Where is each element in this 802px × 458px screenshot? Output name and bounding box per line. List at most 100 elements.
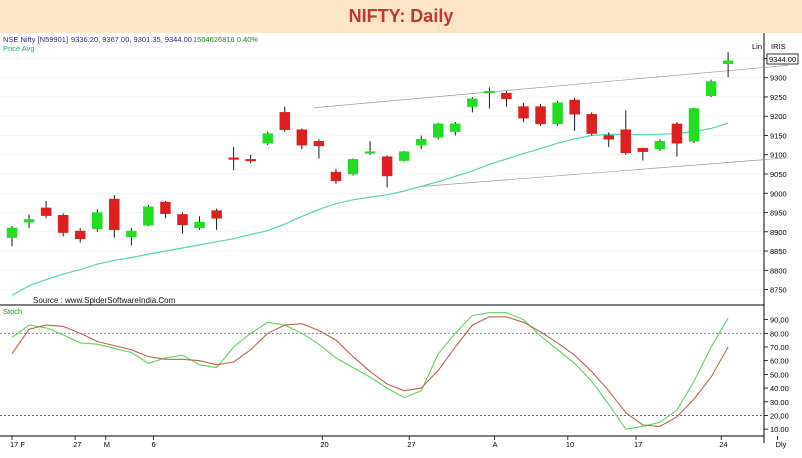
candle bbox=[722, 51, 734, 78]
x-tick-label: 17 F bbox=[10, 440, 25, 449]
candle bbox=[586, 112, 597, 136]
x-tick-label: 27 bbox=[407, 440, 415, 449]
candle bbox=[433, 122, 444, 140]
candle-body bbox=[620, 129, 632, 154]
candle-body bbox=[40, 207, 52, 216]
candle-body bbox=[92, 212, 103, 229]
candle bbox=[126, 227, 137, 246]
x-tick-label: 10 bbox=[566, 440, 574, 449]
stoch-tick-label: 90.00 bbox=[770, 316, 789, 325]
candle bbox=[501, 91, 512, 107]
candle bbox=[603, 132, 614, 148]
candle bbox=[279, 106, 291, 132]
candle bbox=[654, 139, 666, 151]
candle bbox=[92, 209, 103, 232]
ohlc-values: 9336.20, 9367.00, 9301.35, 9344.00 bbox=[71, 35, 192, 44]
x-tick-label: 6 bbox=[152, 440, 156, 449]
candle bbox=[620, 110, 632, 155]
candle-body bbox=[364, 151, 376, 154]
candle-body bbox=[245, 159, 256, 162]
candle bbox=[637, 147, 649, 161]
candle-body bbox=[126, 230, 137, 238]
candle bbox=[6, 226, 18, 247]
candle bbox=[177, 212, 188, 234]
stoch-tick-label: 30.00 bbox=[770, 398, 789, 407]
candle bbox=[160, 200, 171, 219]
candle bbox=[40, 200, 52, 219]
price-axis: 8750 8800 8850 8900 8950 9000 9050 9100 9150 9200… bbox=[764, 54, 787, 295]
candle-body bbox=[313, 141, 325, 147]
candle-body bbox=[398, 151, 410, 161]
stoch-tick-label: 80.00 bbox=[770, 329, 789, 338]
candle bbox=[245, 154, 256, 164]
candle-body bbox=[705, 81, 717, 97]
stoch-axis: 10.00 20.00 30.00 40.00 50.00 60.00 70.00 80.00… bbox=[764, 316, 789, 434]
candle bbox=[569, 97, 580, 131]
chart-title-banner: NIFTY: Daily bbox=[0, 0, 802, 33]
candle bbox=[467, 96, 478, 113]
stoch-series-line bbox=[11, 312, 729, 430]
price-tick-label: 9250 bbox=[770, 93, 787, 102]
candle-body bbox=[194, 221, 205, 229]
candle bbox=[450, 121, 461, 136]
candle-body bbox=[603, 135, 614, 140]
stoch-tick-label: 10.00 bbox=[770, 425, 789, 434]
symbol-label: NSE Nifty [N59901] bbox=[3, 35, 68, 44]
candle-body bbox=[347, 159, 359, 175]
iris-label: IRIS bbox=[771, 42, 786, 51]
stoch-lines bbox=[11, 312, 729, 430]
candle bbox=[262, 131, 273, 146]
candle-body bbox=[228, 157, 239, 160]
candle bbox=[23, 214, 35, 228]
price-avg-label: Price Avg bbox=[3, 44, 35, 53]
price-tick-label: 8950 bbox=[770, 209, 787, 218]
candle-body bbox=[722, 60, 734, 64]
stoch-tick-label: 60.00 bbox=[770, 357, 789, 366]
candle bbox=[671, 121, 683, 157]
x-axis: 17 F 27 M 6 20 27 A 10 17 24 Dly bbox=[10, 436, 787, 449]
candle bbox=[552, 100, 563, 126]
stoch-tick-label: 20.00 bbox=[770, 411, 789, 420]
candle bbox=[518, 102, 529, 122]
price-tick-label: 8750 bbox=[770, 286, 787, 295]
price-tick-label: 9100 bbox=[770, 151, 787, 160]
stoch-series-line bbox=[11, 316, 729, 427]
price-tick-label: 9300 bbox=[770, 74, 787, 83]
candle bbox=[296, 128, 308, 149]
candle-body bbox=[211, 210, 222, 219]
source-label: Source : www.SpiderSoftwareIndia.Com bbox=[33, 296, 176, 305]
candle-body bbox=[143, 206, 154, 226]
candle bbox=[330, 168, 342, 184]
price-tick-label: 9150 bbox=[770, 131, 787, 140]
candle bbox=[57, 213, 69, 237]
candle-body bbox=[23, 219, 35, 223]
price-tick-label: 8850 bbox=[770, 247, 787, 256]
stoch-tick-label: 70.00 bbox=[770, 343, 789, 352]
candle-body bbox=[433, 123, 444, 138]
x-tick-label: 27 bbox=[73, 440, 81, 449]
lin-label: Lin bbox=[752, 42, 762, 51]
candle-body bbox=[569, 99, 580, 115]
page-title: NIFTY: Daily bbox=[348, 6, 454, 26]
candle-body bbox=[296, 129, 308, 146]
candle bbox=[381, 155, 393, 188]
stoch-grid bbox=[0, 332, 764, 416]
x-tick-label: 20 bbox=[320, 440, 328, 449]
candle-body bbox=[415, 139, 427, 146]
price-tick-label: 8800 bbox=[770, 266, 787, 275]
candle bbox=[535, 103, 546, 126]
last-price-box bbox=[766, 53, 799, 65]
price-grid bbox=[0, 58, 764, 290]
nifty-chart: NSE Nifty [N59901] 9336.20, 9367.00, 930… bbox=[0, 33, 799, 449]
last-price-label: 9344.00 bbox=[769, 55, 796, 64]
candle-body bbox=[279, 112, 291, 130]
candle-body bbox=[501, 92, 512, 100]
candle-body bbox=[654, 141, 666, 150]
x-tick-label: M bbox=[104, 440, 110, 449]
volume-change: 1504626816 0.40% bbox=[193, 35, 258, 44]
candle bbox=[211, 208, 222, 230]
candles bbox=[6, 51, 734, 247]
candle bbox=[415, 135, 427, 149]
candle bbox=[74, 227, 86, 243]
x-tick-label: 17 bbox=[634, 440, 642, 449]
